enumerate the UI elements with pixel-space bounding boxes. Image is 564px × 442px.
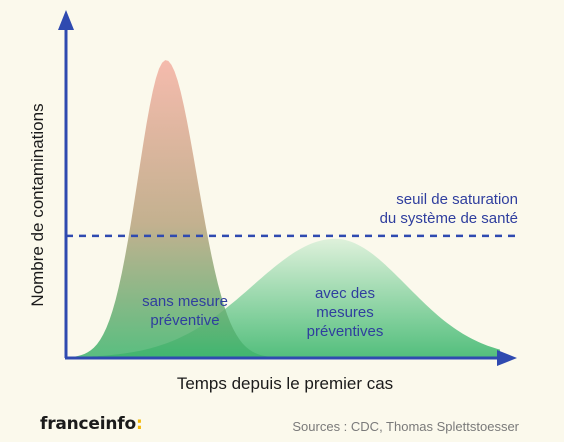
brand-logo: franceinfo: [40,414,143,434]
x-axis-label: Temps depuis le premier cas [176,374,394,393]
threshold-label-line: seuil de saturation [396,191,518,208]
y-axis-arrow [58,10,74,30]
y-axis-label: Nombre de contaminations [28,103,47,307]
sources-credit: Sources : CDC, Thomas Splettstoesser [292,419,519,434]
series-label-line: avec des [314,285,376,302]
curve-without-measures [66,60,500,358]
series-label-without-measures: sans mesure préventive [142,292,228,330]
threshold-label-line: du système de santé [379,210,518,227]
series-label-with-measures: avec des mesures préventives [307,284,384,341]
series-label-line: préventive [150,312,220,329]
series-label-line: mesures [316,304,374,321]
threshold-label: seuil de saturation du système de santé [380,190,518,228]
series-label-line: préventives [306,323,384,340]
curve-with-measures [66,238,500,358]
brand-name: franceinfo [40,414,136,434]
x-axis-arrow [497,350,517,366]
series-label-line: sans mesure [142,293,228,310]
brand-colon: : [135,414,143,434]
